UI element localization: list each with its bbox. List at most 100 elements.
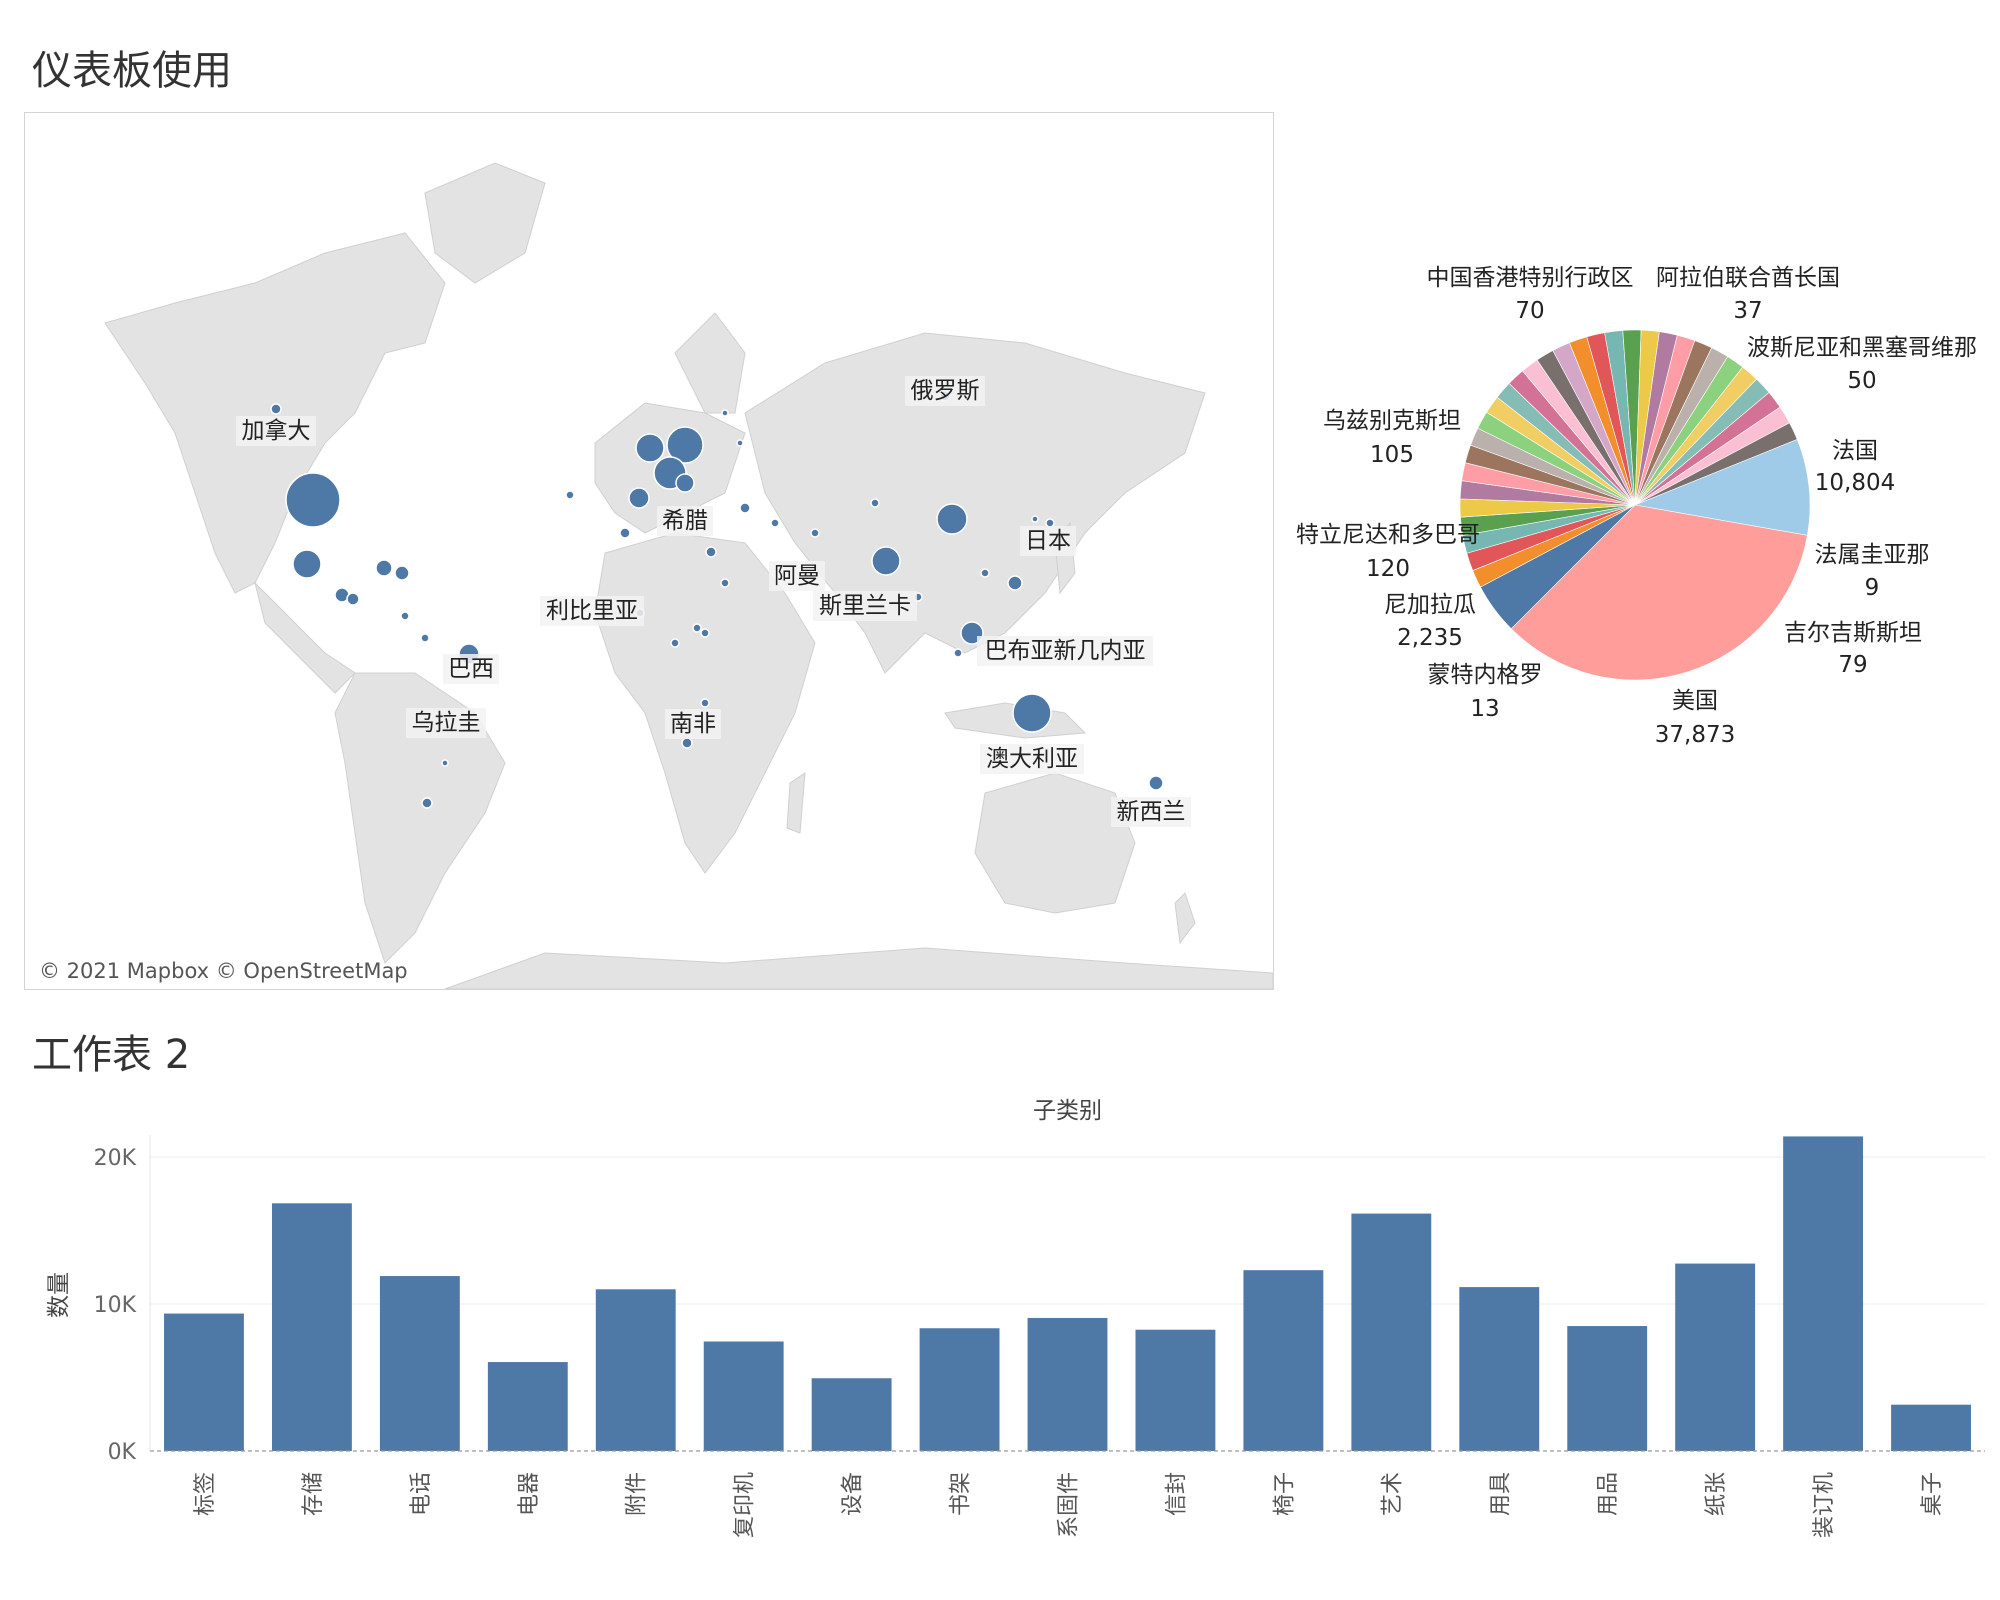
pie-slice-other[interactable] bbox=[1486, 396, 1636, 506]
map-marker[interactable] bbox=[670, 638, 680, 648]
pie-slice-other[interactable] bbox=[1508, 370, 1636, 506]
map-marker[interactable] bbox=[1012, 693, 1052, 733]
map-marker[interactable] bbox=[681, 737, 693, 749]
map-marker[interactable] bbox=[1031, 515, 1039, 523]
bar[interactable] bbox=[1243, 1270, 1324, 1451]
bar[interactable] bbox=[379, 1276, 460, 1451]
pie-slice[interactable] bbox=[1510, 504, 1808, 681]
map-marker[interactable] bbox=[705, 546, 717, 558]
world-map[interactable]: 加拿大 俄罗斯 希腊 日本 阿曼 利比里亚 斯里兰卡 巴布亚新几内亚 巴西 澳大利亚 乌拉圭 南非 新西… bbox=[24, 112, 1274, 990]
bar[interactable] bbox=[164, 1313, 244, 1451]
map-marker[interactable] bbox=[953, 648, 963, 658]
map-country-label[interactable]: 巴西 bbox=[448, 656, 494, 682]
bar[interactable] bbox=[1027, 1317, 1108, 1451]
map-country-label[interactable]: 日本 bbox=[1025, 528, 1071, 554]
map-marker[interactable] bbox=[810, 528, 820, 538]
map-marker[interactable] bbox=[871, 546, 901, 576]
pie-slice-other[interactable] bbox=[1634, 329, 1660, 506]
map-country-label[interactable]: 希腊 bbox=[662, 508, 708, 534]
map-marker[interactable] bbox=[628, 487, 650, 509]
map-marker[interactable] bbox=[736, 439, 744, 447]
pie-slice-other[interactable] bbox=[1477, 411, 1636, 506]
pie-slice-other[interactable] bbox=[1634, 347, 1729, 506]
map-marker[interactable] bbox=[1045, 518, 1055, 528]
map-marker[interactable] bbox=[700, 628, 710, 638]
map-marker[interactable] bbox=[292, 549, 322, 579]
map-marker[interactable] bbox=[675, 473, 695, 493]
map-country-label[interactable]: 加拿大 bbox=[242, 417, 311, 444]
bar[interactable] bbox=[595, 1289, 676, 1451]
pie-slice-other[interactable] bbox=[1462, 504, 1636, 554]
pie-slice-other[interactable] bbox=[1466, 504, 1636, 571]
map-country-label[interactable]: 利比里亚 bbox=[546, 598, 638, 624]
map-marker[interactable] bbox=[700, 698, 710, 708]
map-marker[interactable] bbox=[394, 565, 410, 581]
map-marker[interactable] bbox=[721, 409, 729, 417]
map-marker[interactable] bbox=[285, 472, 341, 528]
map-marker[interactable] bbox=[400, 611, 410, 621]
pie-slice-other[interactable] bbox=[1496, 383, 1636, 506]
map-country-label[interactable]: 南非 bbox=[670, 711, 716, 737]
bar[interactable] bbox=[1891, 1404, 1971, 1451]
pie-slice-other[interactable] bbox=[1634, 334, 1696, 506]
pie-slice-other[interactable] bbox=[1472, 504, 1636, 588]
map-marker[interactable] bbox=[375, 559, 393, 577]
map-country-label[interactable]: 新西兰 bbox=[1117, 799, 1186, 825]
pie-slice-other[interactable] bbox=[1634, 340, 1713, 506]
map-marker[interactable] bbox=[720, 578, 730, 588]
map-marker[interactable] bbox=[692, 623, 702, 633]
bar[interactable] bbox=[703, 1341, 784, 1451]
map-marker[interactable] bbox=[980, 568, 990, 578]
pie-slice-other[interactable] bbox=[1634, 356, 1744, 506]
map-marker[interactable] bbox=[619, 527, 631, 539]
pie-slice-other[interactable] bbox=[1634, 366, 1757, 506]
map-country-label[interactable]: 俄罗斯 bbox=[911, 378, 980, 404]
bar[interactable] bbox=[1783, 1136, 1864, 1451]
pie-slice-other[interactable] bbox=[1634, 392, 1781, 506]
pie-slice-other[interactable] bbox=[1459, 498, 1636, 518]
pie-slice-other[interactable] bbox=[1634, 422, 1798, 506]
pie-slice-other[interactable] bbox=[1536, 350, 1636, 506]
map-country-label[interactable]: 澳大利亚 bbox=[986, 746, 1078, 772]
pie-slice-other[interactable] bbox=[1464, 444, 1636, 506]
map-marker[interactable] bbox=[441, 759, 449, 767]
pie-slice-other[interactable] bbox=[1459, 480, 1636, 506]
map-marker[interactable] bbox=[1007, 575, 1023, 591]
pie-slice-other[interactable] bbox=[1552, 342, 1636, 506]
pie-slice[interactable] bbox=[1633, 439, 1811, 536]
map-marker[interactable] bbox=[421, 797, 433, 809]
pie-slice-other[interactable] bbox=[1522, 359, 1636, 506]
map-marker[interactable] bbox=[635, 433, 665, 463]
pie-slice-other[interactable] bbox=[1460, 504, 1636, 536]
pie-slice[interactable] bbox=[1480, 504, 1636, 630]
pie-slice-other[interactable] bbox=[1634, 331, 1678, 506]
pie-slice-other[interactable] bbox=[1586, 332, 1636, 506]
bar[interactable] bbox=[487, 1362, 568, 1451]
map-marker[interactable] bbox=[270, 403, 282, 415]
pie-slice-other[interactable] bbox=[1604, 330, 1636, 506]
bar[interactable] bbox=[1567, 1326, 1648, 1451]
pie-slice-other[interactable] bbox=[1470, 427, 1636, 506]
map-attribution[interactable]: © 2021 Mapbox © OpenStreetMap bbox=[39, 959, 408, 983]
pie-slice-other[interactable] bbox=[1622, 329, 1642, 506]
map-country-label[interactable]: 巴布亚新几内亚 bbox=[985, 638, 1146, 664]
bar[interactable] bbox=[1675, 1263, 1756, 1451]
pie-slice-other[interactable] bbox=[1461, 462, 1636, 506]
bar[interactable] bbox=[919, 1328, 1000, 1451]
bar[interactable] bbox=[811, 1378, 892, 1451]
bar[interactable] bbox=[271, 1203, 352, 1451]
map-marker[interactable] bbox=[870, 498, 880, 508]
map-marker[interactable] bbox=[1148, 775, 1164, 791]
bar[interactable] bbox=[1459, 1287, 1540, 1451]
map-marker[interactable] bbox=[770, 518, 780, 528]
map-marker[interactable] bbox=[420, 633, 430, 643]
bar[interactable] bbox=[1135, 1329, 1216, 1451]
map-marker[interactable] bbox=[739, 502, 751, 514]
map-marker[interactable] bbox=[936, 503, 968, 535]
pie-slice-other[interactable] bbox=[1569, 336, 1636, 506]
pie-slice-other[interactable] bbox=[1634, 378, 1770, 506]
map-country-label[interactable]: 阿曼 bbox=[774, 563, 820, 589]
map-marker[interactable] bbox=[666, 426, 704, 464]
pie-slice-other[interactable] bbox=[1634, 406, 1790, 506]
